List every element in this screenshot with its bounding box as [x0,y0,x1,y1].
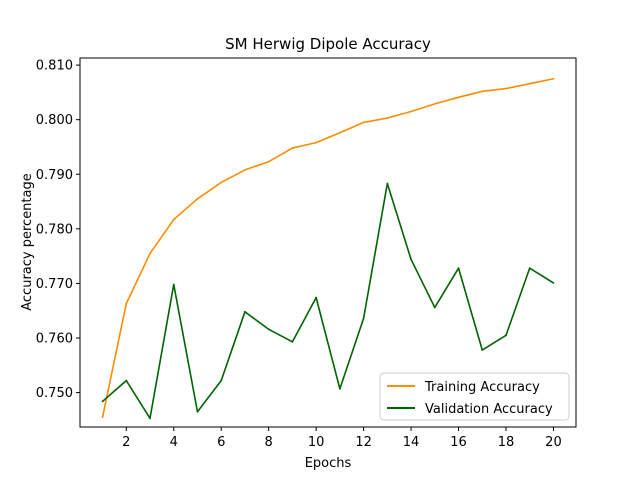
data-point-validation-accuracy [244,310,246,313]
data-point-training-accuracy [433,102,436,105]
data-point-validation-accuracy [552,281,555,284]
series-line-training-accuracy [101,77,554,418]
data-point-training-accuracy [505,87,507,90]
legend-label-validation-accuracy: Validation Accuracy [425,402,553,417]
x-tick-label: 20 [545,435,562,450]
data-point-validation-accuracy [338,387,341,390]
data-point-training-accuracy [172,218,175,221]
y-tick-label: 0.750 [36,386,73,401]
plot-background [80,58,576,427]
legend-frame [379,372,570,421]
data-point-validation-accuracy [291,340,294,343]
axis-layer: 2 4 6 8 10 12 14 16 18 20 0.750 0.760 0.770 0.780 0.79… [36,59,562,450]
data-point-training-accuracy [457,96,460,99]
data-point-training-accuracy [386,117,389,119]
y-tick-label: 0.790 [36,168,73,183]
x-tick-label: 2 [122,435,130,450]
x-tick-label: 6 [217,435,225,450]
data-point-training-accuracy [552,77,555,80]
plot-frame [79,57,577,428]
y-tick-label: 0.760 [36,332,73,347]
data-point-training-accuracy [291,147,294,149]
legend: Training Accuracy Validation Accuracy [379,372,570,421]
plot-area: 2 4 6 8 10 12 14 16 18 20 0.750 0.760 0.770 0.780 0.79… [36,57,577,450]
data-point-validation-accuracy [172,283,175,286]
data-point-training-accuracy [196,197,199,200]
data-point-training-accuracy [101,416,104,419]
y-tick-label: 0.810 [36,59,73,74]
x-tick-label: 12 [355,435,372,450]
x-axis-label: Epochs [305,456,352,471]
y-tick-label: 0.800 [36,113,73,128]
data-point-training-accuracy [315,141,318,144]
data-point-validation-accuracy [149,417,151,420]
data-point-validation-accuracy [433,306,436,309]
data-point-training-accuracy [528,82,531,85]
legend-label-training-accuracy: Training Accuracy [424,380,540,395]
y-axis-label: Accuracy percentage [20,173,35,311]
data-point-training-accuracy [220,181,223,184]
data-point-training-accuracy [244,169,246,171]
data-point-validation-accuracy [457,267,460,270]
data-point-training-accuracy [125,302,128,305]
x-tick-label: 14 [403,435,420,450]
x-tick-label: 8 [265,435,273,450]
data-point-training-accuracy [267,160,270,163]
data-point-validation-accuracy [528,267,531,270]
series-line-validation-accuracy [102,182,554,420]
data-point-validation-accuracy [315,296,318,299]
x-tick-label: 16 [450,435,467,450]
data-point-validation-accuracy [220,379,223,382]
data-point-validation-accuracy [267,328,270,331]
data-point-validation-accuracy [386,182,389,185]
data-point-training-accuracy [362,121,365,124]
data-point-validation-accuracy [125,379,128,382]
data-point-validation-accuracy [362,317,365,320]
x-tick-label: 4 [170,435,178,450]
data-point-validation-accuracy [101,400,104,403]
data-point-validation-accuracy [410,258,412,261]
y-tick-label: 0.770 [36,277,73,292]
data-point-training-accuracy [149,252,151,255]
data-point-validation-accuracy [505,334,507,337]
x-tick-label: 18 [498,435,515,450]
chart-title: SM Herwig Dipole Accuracy [225,35,431,53]
data-point-training-accuracy [410,110,412,113]
y-tick-label: 0.780 [36,222,73,237]
x-tick-label: 10 [308,435,325,450]
series-layer [101,77,555,420]
data-point-validation-accuracy [196,410,199,413]
data-point-validation-accuracy [481,349,484,351]
data-point-training-accuracy [338,131,341,134]
data-point-training-accuracy [481,90,484,93]
